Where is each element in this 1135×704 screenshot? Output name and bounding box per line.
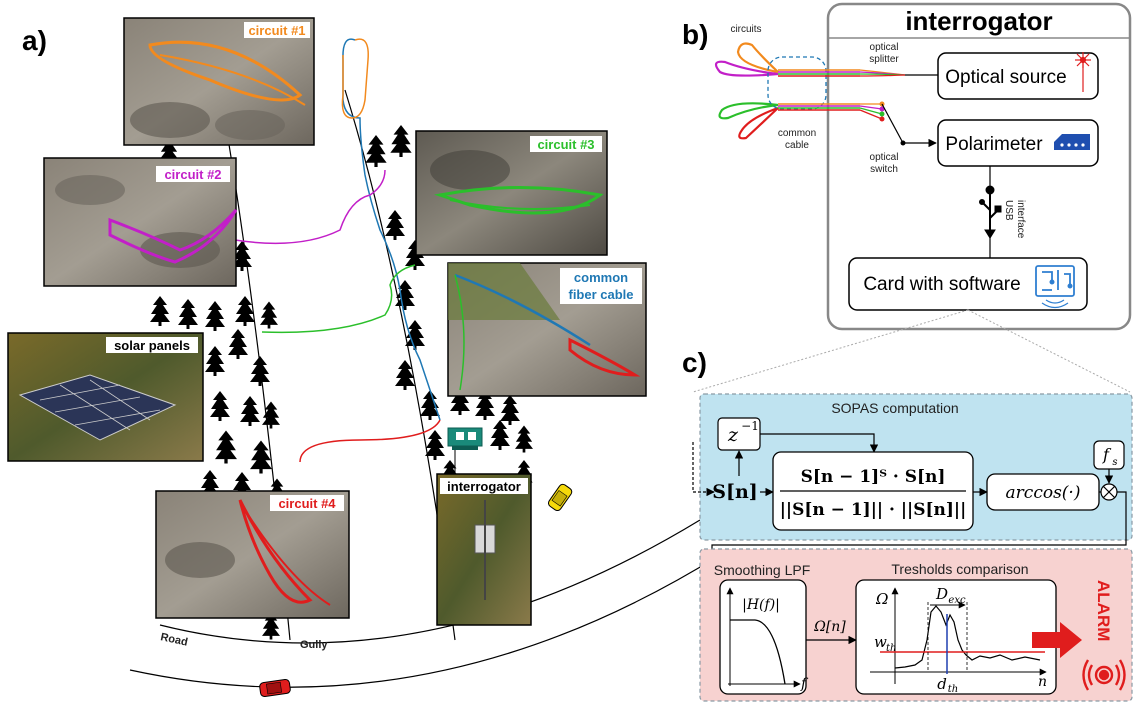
circuit-board-icon [1035, 265, 1075, 309]
circuit-1-label: circuit #1 [248, 23, 305, 38]
circuit-3-label: circuit #3 [537, 137, 594, 152]
usb-icon [979, 185, 1002, 239]
panel-c-label: c) [682, 347, 707, 378]
photo-circuit-4: circuit #4 [155, 490, 350, 619]
ratio-denominator: ||S[n − 1]|| · ||S[n]|| [780, 500, 967, 520]
common-cable-bundle [767, 56, 860, 111]
lpf-response-curve [730, 619, 786, 685]
optical-switch [859, 101, 937, 148]
input-s: S[n] [712, 481, 758, 503]
wth-label: w [874, 633, 887, 651]
wth-sub: th [886, 643, 896, 654]
photo-circuit-2: circuit #2 [43, 157, 238, 287]
solar-label: solar panels [114, 338, 190, 353]
polarimeter-label: Polarimeter [945, 134, 1043, 155]
splitter-label-1: optical [870, 42, 899, 53]
input-arrow [692, 442, 715, 497]
common-cable-label-1: common [778, 128, 816, 139]
panel-a-label: a) [22, 25, 47, 56]
optical-splitter [859, 69, 906, 77]
arccos-label: arccos(·) [1006, 483, 1081, 503]
switch-label-1: optical [870, 152, 899, 163]
usb-label-2: interface [1015, 200, 1026, 239]
photo-circuit-1: circuit #1 [123, 17, 315, 146]
delay-exp: −1 [741, 419, 759, 433]
omega-n-label: Ω[n] [813, 619, 846, 635]
card-icon-map [447, 427, 483, 450]
n-label: n [1038, 674, 1047, 690]
panel-b-label: b) [682, 19, 708, 50]
lpf-f-label: f [800, 676, 809, 692]
interrogator-photo-label: interrogator [447, 479, 521, 494]
fs-sub: s [1112, 457, 1117, 468]
circuit-loops [714, 42, 779, 140]
photo-interrogator: interrogator [436, 473, 532, 626]
dth-sub: th [948, 684, 958, 695]
usb-label-1: USB [1003, 200, 1014, 221]
laser-icon [1075, 52, 1091, 92]
threshold-signal-curve [894, 605, 1041, 669]
fiber-circuit-2 [234, 169, 386, 245]
switch-label-2: switch [870, 164, 898, 175]
alarm-label: ALARM [1094, 580, 1113, 641]
fs-label: f [1102, 445, 1112, 464]
sopas-label: SOPAS computation [831, 400, 958, 416]
circuit-2-label: circuit #2 [164, 167, 221, 182]
common-label-line2: fiber cable [568, 287, 633, 302]
fiber-circuit-1-loop [341, 38, 369, 119]
common-label-line1: common [574, 270, 628, 285]
card-software-label: Card with software [863, 274, 1020, 295]
fiber-circuit-3 [261, 264, 416, 334]
multiplier-symbol [1100, 483, 1118, 501]
optical-source-label: Optical source [945, 67, 1066, 88]
common-cable-label-2: cable [785, 140, 809, 151]
photo-circuit-3: circuit #3 [415, 130, 608, 256]
photo-common-cable: common fiber cable [447, 262, 647, 397]
lpf-hf-label: |H(f)| [742, 597, 780, 613]
yellow-car-icon [547, 483, 573, 512]
gully-label: Gully [300, 639, 328, 651]
road-edge-lower [129, 554, 721, 688]
alarm-arrow-icon [1032, 622, 1082, 658]
polarimeter-box [937, 119, 1099, 167]
fiber-circuit-4 [299, 419, 441, 463]
road-label: Road [159, 631, 188, 648]
interrogator-title: interrogator [905, 6, 1052, 36]
threshold-omega: Ω [875, 590, 888, 608]
delay-z: z [727, 424, 739, 446]
dexc-label: D [935, 585, 948, 603]
circuit-4-label: circuit #4 [278, 496, 336, 511]
lpf-box [719, 579, 807, 695]
splitter-label-2: splitter [869, 54, 899, 65]
dexc-sub: exc [948, 595, 966, 606]
delay-to-ratio [760, 433, 879, 453]
red-car-icon [259, 678, 291, 698]
alarm-siren-icon [1082, 659, 1126, 691]
road-edge-upper [159, 519, 701, 644]
photo-solar-panels: solar panels [7, 332, 204, 462]
dth-label: d [937, 675, 947, 693]
ratio-numerator: S[n − 1]ᵀ · S[n] [801, 467, 946, 487]
circuits-label: circuits [730, 24, 761, 35]
optical-source-box [937, 52, 1099, 100]
thresholds-label: Tresholds comparison [891, 561, 1028, 577]
smoothing-label: Smoothing LPF [714, 562, 811, 578]
polarimeter-icon [1054, 134, 1090, 150]
fs-box [1093, 440, 1125, 470]
